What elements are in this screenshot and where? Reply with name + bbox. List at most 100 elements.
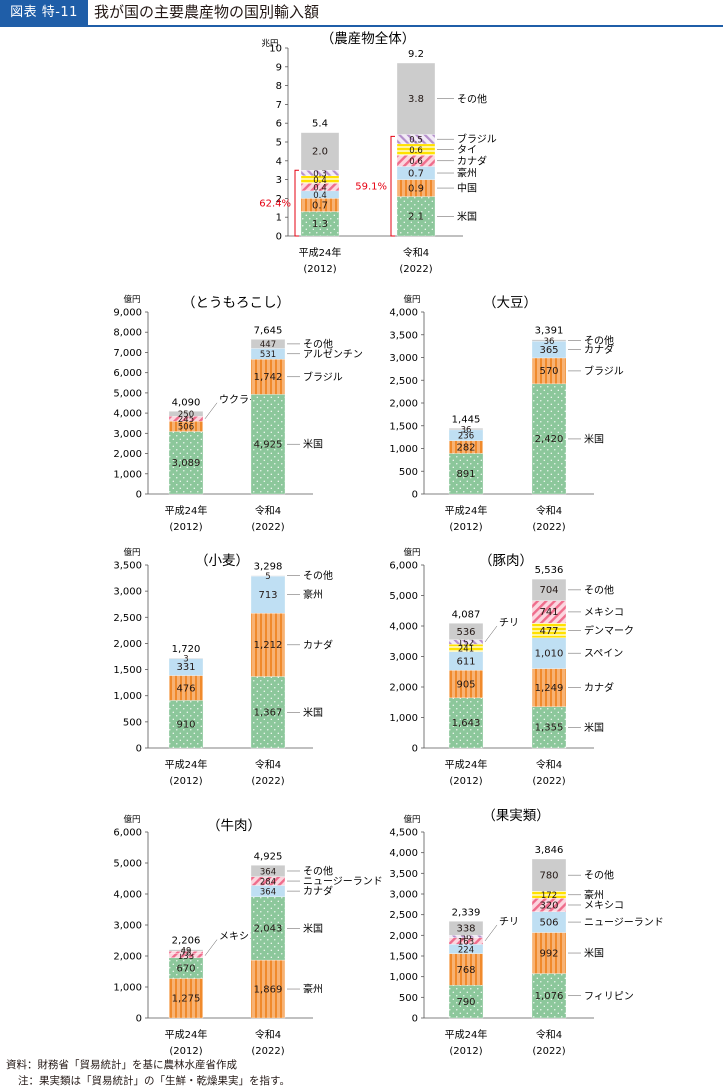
y-tick-label: 8 [276, 81, 282, 92]
y-tick-label: 9 [276, 62, 282, 73]
y-tick-label: 5 [276, 138, 282, 149]
bar-value-label: 704 [539, 585, 558, 596]
chart-0: （農産物全体）兆円0123456789101.30.70.40.40.40.32… [259, 30, 497, 275]
y-tick-label: 1,500 [113, 665, 142, 676]
bar-value-label: 236 [458, 432, 474, 442]
chart-title: （牛肉） [207, 818, 261, 834]
y-tick-label: 2,000 [113, 449, 142, 460]
y-tick-label: 3,000 [113, 921, 142, 932]
y-tick-label: 1,000 [389, 713, 418, 724]
bar-value-label: 768 [456, 965, 475, 976]
x-category-label: 平成24年 [165, 758, 208, 771]
y-tick-label: 2 [276, 194, 282, 205]
x-category-label: 平成24年 [165, 1028, 208, 1041]
series-label: メキシコ [219, 932, 259, 943]
bar-segment [396, 62, 436, 135]
series-label: 米国 [457, 210, 477, 223]
x-category-year: (2012) [169, 522, 202, 533]
x-category-label: 平成24年 [445, 758, 488, 771]
bar-value-label: 0.3 [313, 169, 327, 179]
x-category-label: 平成24年 [445, 1028, 488, 1041]
bar-segment [250, 575, 286, 577]
y-tick-label: 2,500 [389, 910, 418, 921]
series-label: カナダ [303, 885, 333, 898]
chart-6: （果実類） 億円 0 500 1,000 1,500 2,000 2,500 3,000 3,50… [389, 808, 663, 1057]
bar-value-label: 0.7 [312, 200, 328, 211]
bar-segment [250, 896, 286, 961]
series-label: 中国 [457, 182, 477, 195]
bar-segment [531, 932, 567, 974]
bar-segment [531, 579, 567, 601]
x-category-label: 令和4 [255, 758, 281, 771]
bar-value-label: 5 [265, 572, 270, 582]
bar-value-label: 536 [456, 627, 475, 638]
x-category-year: (2022) [532, 776, 565, 787]
bar-segment [531, 357, 567, 385]
figure-badge: 図表 特-11 [0, 0, 88, 25]
bar-total-label: 4,087 [452, 609, 481, 620]
bar-value-label: 1,275 [172, 994, 201, 1005]
y-tick-label: 0 [136, 1014, 142, 1025]
bar-value-label: 133 [178, 952, 194, 962]
x-category-label: 平成24年 [299, 246, 342, 259]
bar-value-label: 1.3 [312, 219, 328, 230]
bar-value-label: 172 [541, 891, 557, 901]
series-label: デンマーク [584, 624, 634, 637]
bar-segment [448, 453, 484, 495]
bar-total-label: 5,536 [535, 565, 564, 576]
bar-value-label: 250 [178, 410, 194, 420]
bar-value-label: 1,355 [535, 723, 564, 734]
y-unit-label: 億円 [403, 814, 420, 825]
x-category-label: 令和4 [536, 504, 562, 517]
series-label: ブラジル [584, 364, 624, 377]
y-tick-label: 1,000 [389, 972, 418, 983]
bar-value-label: 0.6 [409, 146, 423, 156]
bar-segment [168, 431, 204, 495]
bar-segment [250, 575, 286, 614]
series-label: 豪州 [303, 983, 323, 996]
y-tick-label: 2,000 [389, 683, 418, 694]
bar-segment [250, 959, 286, 1019]
y-tick-label: 0 [136, 490, 142, 501]
chart-title: （大豆） [483, 295, 537, 311]
y-tick-label: 500 [123, 717, 142, 728]
bar-value-label: 78 [181, 949, 192, 959]
series-label: カナダ [457, 154, 487, 167]
chart-title: （豚肉） [479, 553, 533, 569]
bar-value-label: 0.5 [409, 135, 423, 145]
y-tick-label: 3,000 [113, 587, 142, 598]
series-leader [204, 939, 218, 956]
series-label: ニュージーランド [584, 917, 664, 929]
bar-value-label: 0.4 [313, 191, 327, 201]
y-tick-label: 3,500 [389, 869, 418, 880]
bar-value-label: 905 [456, 679, 475, 690]
figure-title: 我が国の主要農産物の国別輸入額 [94, 3, 320, 21]
bar-segment [448, 670, 484, 699]
bar-segment [168, 949, 204, 952]
chart-4: （豚肉） 億円 0 1,000 2,000 3,000 4,000 5,000 6,000 1,6… [389, 547, 634, 787]
x-category-year: (2012) [169, 776, 202, 787]
bar-total-label: 7,645 [254, 325, 283, 336]
series-label: その他 [584, 334, 614, 347]
series-label: 米国 [303, 922, 323, 935]
bar-total-label: 9.2 [408, 49, 424, 60]
share-label: 62.4% [259, 199, 291, 210]
bar-value-label: 1,869 [254, 984, 283, 995]
bar-segment [250, 613, 286, 677]
series-label: 豪州 [303, 588, 323, 601]
y-tick-label: 3,500 [113, 561, 142, 572]
bar-segment [531, 668, 567, 707]
bar-value-label: 713 [258, 590, 277, 601]
bar-segment [168, 411, 204, 417]
y-tick-label: 8,000 [113, 328, 142, 339]
series-label: 米国 [303, 438, 323, 451]
bar-segment [448, 428, 484, 431]
y-tick-label: 1 [276, 213, 282, 224]
bar-value-label: 910 [176, 720, 195, 731]
bar-segment [250, 676, 286, 749]
y-tick-label: 7,000 [113, 348, 142, 359]
bar-total-label: 3,391 [535, 326, 564, 337]
series-label: ニュージーランド [303, 876, 383, 888]
bar-total-label: 3,846 [535, 845, 564, 856]
series-label: メキシコ [584, 900, 624, 911]
